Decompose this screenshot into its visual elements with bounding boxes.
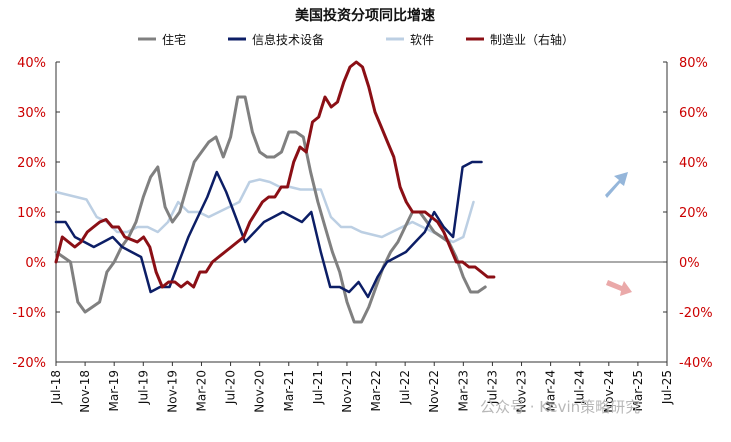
y-tick-left: 10%	[17, 206, 46, 221]
x-tick-label: Mar-22	[369, 370, 383, 411]
legend-label: 信息技术设备	[252, 32, 324, 47]
y-tick-left: -20%	[12, 356, 46, 371]
x-tick-label: Jul-22	[398, 370, 412, 405]
y-tick-left: -10%	[12, 306, 46, 321]
y-tick-left: 20%	[17, 156, 46, 171]
arrows	[605, 172, 632, 296]
y-tick-right: 40%	[679, 156, 708, 171]
x-tick-label: Jul-24	[573, 370, 587, 405]
x-tick-label: Nov-21	[340, 370, 354, 413]
y-tick-right: -40%	[679, 356, 713, 371]
x-tick-label: Nov-19	[165, 370, 179, 413]
y-tick-right: -20%	[679, 306, 713, 321]
x-tick-label: Nov-18	[78, 370, 92, 413]
legend-label: 软件	[410, 33, 434, 47]
series-line-3	[54, 60, 496, 289]
y-tick-left: 30%	[17, 106, 46, 121]
axes: -20% -10% 0% 10% 20% 30% 40% -40% -20% 0% 20% 40% 60…	[12, 56, 712, 413]
series-group	[54, 60, 496, 324]
legend-label: 制造业（右轴）	[490, 32, 574, 47]
down-arrow-icon	[606, 280, 632, 296]
x-tick-label: Nov-24	[602, 370, 616, 413]
y-tick-right: 0%	[679, 256, 700, 271]
x-tick-label: Jul-21	[311, 370, 325, 405]
legend: 住宅 信息技术设备 软件 制造业（右轴）	[138, 32, 574, 47]
x-tick-label: Jul-25	[660, 370, 674, 405]
x-tick-label: Nov-20	[253, 370, 267, 413]
x-tick-label: Mar-23	[456, 370, 470, 411]
x-tick-label: Mar-25	[631, 370, 645, 411]
watermark: 公众号 · Kevin策略研究	[480, 398, 640, 416]
series-line-0	[54, 95, 487, 324]
x-tick-label: Mar-20	[194, 370, 208, 411]
x-tick-label: Jul-18	[49, 370, 63, 405]
y-tick-right: 80%	[679, 56, 708, 71]
series-line-1	[54, 160, 483, 299]
x-tick-label: Nov-23	[515, 370, 529, 413]
x-tick-label: Jul-23	[485, 370, 499, 405]
x-tick-label: Jul-20	[224, 370, 238, 405]
y-tick-right: 60%	[679, 106, 708, 121]
x-tick-label: Mar-19	[107, 370, 121, 411]
x-tick-label: Nov-22	[427, 370, 441, 413]
chart-title: 美国投资分项同比增速	[295, 7, 435, 24]
y-tick-left: 40%	[17, 56, 46, 71]
x-tick-label: Jul-19	[136, 370, 150, 405]
up-arrow-icon	[605, 172, 628, 198]
y-tick-right: 20%	[679, 206, 708, 221]
x-tick-label: Mar-21	[282, 370, 296, 411]
legend-label: 住宅	[162, 32, 186, 47]
y-tick-left: 0%	[25, 256, 46, 271]
x-tick-label: Mar-24	[544, 370, 558, 411]
